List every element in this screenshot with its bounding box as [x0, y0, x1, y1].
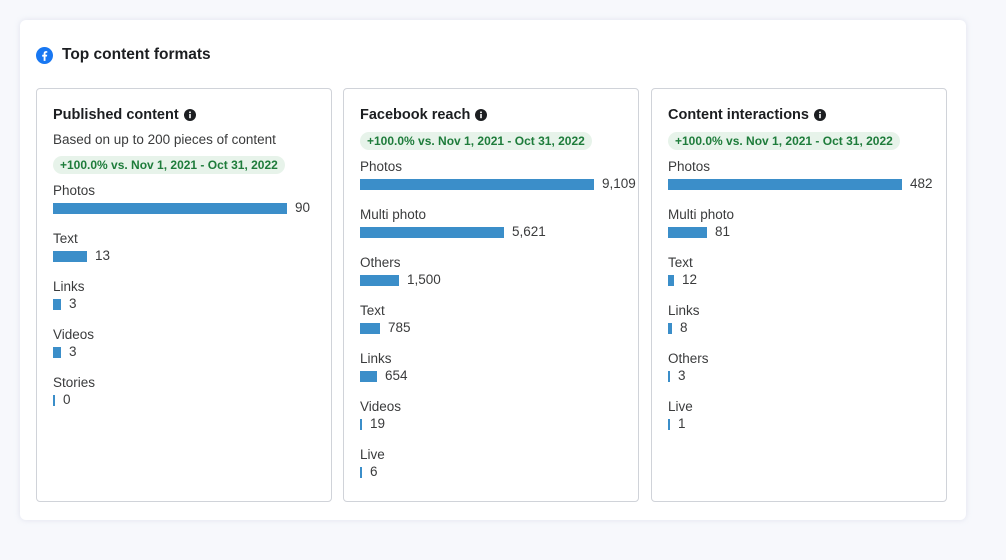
- panel-title: Published content: [53, 105, 315, 125]
- bar[interactable]: [53, 298, 61, 310]
- bar[interactable]: [668, 226, 707, 238]
- bar-label: Photos: [360, 159, 403, 174]
- bar[interactable]: [53, 250, 87, 262]
- bar-row: Photos 482: [668, 155, 933, 203]
- bar-value: 12: [682, 272, 698, 287]
- bar[interactable]: [360, 370, 377, 382]
- bar-row: Multi photo 5,621: [360, 203, 622, 251]
- bar-value: 1: [678, 416, 686, 431]
- bar-label: Text: [53, 231, 78, 246]
- bar-value: 3: [69, 344, 77, 359]
- bar-value: 90: [295, 200, 311, 215]
- bar-value: 0: [63, 392, 71, 407]
- bar-label: Live: [668, 399, 693, 414]
- bar-row: Others 3: [668, 347, 930, 395]
- bar-label: Photos: [668, 159, 711, 174]
- panel-subtitle: Based on up to 200 pieces of content: [53, 132, 276, 147]
- bar-value: 654: [385, 368, 408, 383]
- bar-value: 81: [715, 224, 731, 239]
- bar-list: Photos 9,109 Multi photo 5,621 Others 1,500 Te…: [360, 155, 636, 491]
- bar-value: 8: [680, 320, 688, 335]
- bar-row: Links 8: [668, 299, 930, 347]
- bar-label: Others: [668, 351, 709, 366]
- bar-list: Photos 90 Text 13 Links 3 Videos 3 Stories 0: [53, 179, 315, 419]
- info-icon[interactable]: [475, 109, 488, 121]
- bar-label: Links: [53, 279, 85, 294]
- bar-row: Live 6: [360, 443, 622, 491]
- bar[interactable]: [360, 418, 362, 430]
- bar-value: 9,109: [602, 176, 636, 191]
- bar[interactable]: [53, 346, 61, 358]
- bar-row: Stories 0: [53, 371, 315, 419]
- bar[interactable]: [53, 202, 287, 214]
- bar[interactable]: [668, 418, 670, 430]
- bar[interactable]: [668, 178, 902, 190]
- bar[interactable]: [360, 466, 362, 478]
- info-icon[interactable]: [183, 109, 196, 121]
- bar-label: Text: [360, 303, 385, 318]
- bar-label: Videos: [53, 327, 95, 342]
- card-header: Top content formats: [36, 44, 211, 66]
- bar[interactable]: [668, 274, 674, 286]
- bar-row: Live 1: [668, 395, 930, 443]
- published-content-panel: Published content Based on up to 200 pie…: [36, 88, 332, 502]
- comparison-badge: +100.0% vs. Nov 1, 2021 - Oct 31, 2022: [668, 132, 900, 150]
- bar-row: Text 785: [360, 299, 622, 347]
- bar-label: Text: [668, 255, 693, 270]
- panel-title-text: Content interactions: [668, 107, 809, 123]
- bar-label: Photos: [53, 183, 96, 198]
- bar[interactable]: [360, 226, 504, 238]
- bar-value: 482: [910, 176, 933, 191]
- bar-row: Videos 3: [53, 323, 315, 371]
- bar-value: 13: [95, 248, 111, 263]
- bar-value: 785: [388, 320, 411, 335]
- bar-row: Multi photo 81: [668, 203, 930, 251]
- facebook-reach-panel: Facebook reach +100.0% vs. Nov 1, 2021 -…: [343, 88, 639, 502]
- panel-title: Facebook reach: [360, 105, 622, 125]
- bar-value: 6: [370, 464, 378, 479]
- bar-value: 19: [370, 416, 386, 431]
- bar-row: Others 1,500: [360, 251, 622, 299]
- bar-value: 5,621: [512, 224, 546, 239]
- bar-label: Videos: [360, 399, 402, 414]
- bar-label: Live: [360, 447, 385, 462]
- bar-label: Links: [668, 303, 700, 318]
- bar[interactable]: [360, 178, 594, 190]
- bar[interactable]: [360, 322, 380, 334]
- top-content-formats-card: Top content formats Published content Ba…: [20, 20, 966, 520]
- bar-row: Photos 9,109: [360, 155, 636, 203]
- bar-label: Multi photo: [668, 207, 735, 222]
- bar-row: Links 654: [360, 347, 622, 395]
- bar-label: Others: [360, 255, 401, 270]
- bar[interactable]: [668, 322, 672, 334]
- comparison-badge: +100.0% vs. Nov 1, 2021 - Oct 31, 2022: [53, 156, 285, 174]
- bar-row: Photos 90: [53, 179, 315, 227]
- bar-value: 3: [69, 296, 77, 311]
- bar-row: Links 3: [53, 275, 315, 323]
- card-title: Top content formats: [62, 46, 211, 63]
- bar-value: 1,500: [407, 272, 441, 287]
- bar-label: Links: [360, 351, 392, 366]
- bar[interactable]: [360, 274, 399, 286]
- bar-list: Photos 482 Multi photo 81 Text 12 Links 8 Others…: [668, 155, 933, 443]
- bar-row: Text 13: [53, 227, 315, 275]
- content-interactions-panel: Content interactions +100.0% vs. Nov 1, …: [651, 88, 947, 502]
- info-icon[interactable]: [813, 109, 826, 121]
- comparison-badge: +100.0% vs. Nov 1, 2021 - Oct 31, 2022: [360, 132, 592, 150]
- bar-row: Videos 19: [360, 395, 622, 443]
- bar-label: Stories: [53, 375, 96, 390]
- panel-title-text: Published content: [53, 107, 179, 123]
- panel-title-text: Facebook reach: [360, 107, 471, 123]
- facebook-icon: [36, 46, 53, 64]
- bar[interactable]: [668, 370, 670, 382]
- bar-value: 3: [678, 368, 686, 383]
- panel-title: Content interactions: [668, 105, 930, 125]
- bar-label: Multi photo: [360, 207, 427, 222]
- bar-row: Text 12: [668, 251, 930, 299]
- bar[interactable]: [53, 394, 55, 406]
